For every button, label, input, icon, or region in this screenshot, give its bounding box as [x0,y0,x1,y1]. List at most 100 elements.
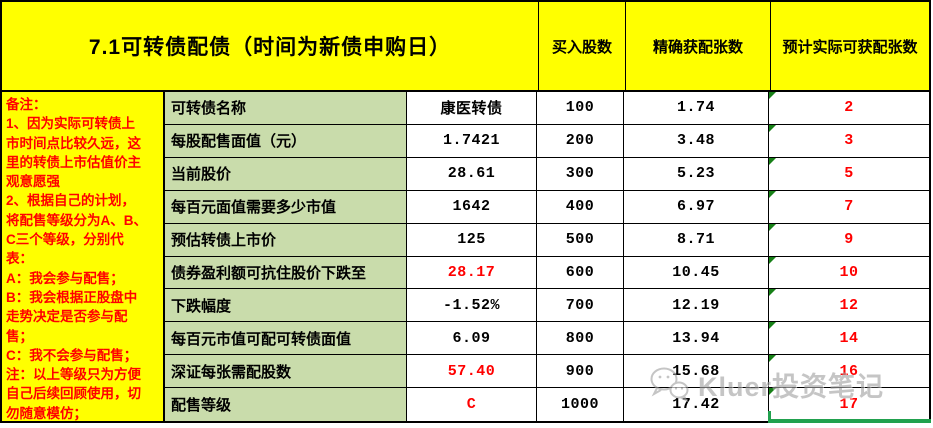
label-cell[interactable]: 配售等级 [165,388,407,422]
table-row: 每股配售面值（元） 1.7421 200 3.48 3 [165,124,929,158]
label-cell[interactable]: 每股配售面值（元） [165,124,407,158]
estimated-allocation-cell[interactable]: 17 [768,388,931,424]
precise-allocation-cell[interactable]: 17.42 [624,388,769,422]
value-cell[interactable]: 28.61 [407,157,537,191]
note-line: 表： [6,251,33,267]
note-line: 备注： [6,97,47,112]
value-cell[interactable]: 125 [407,223,537,257]
label-cell[interactable]: 预估转债上市价 [165,223,407,257]
table-row: 可转债名称 康医转债 100 1.74 2 [165,92,929,125]
estimated-allocation-cell[interactable]: 10 [769,256,929,290]
buy-shares-cell[interactable]: 900 [537,355,624,389]
buy-shares-cell[interactable]: 700 [537,289,624,323]
column-header-estimated-allocation[interactable]: 预计实际可获配张数 [771,2,929,92]
buy-shares-cell[interactable]: 800 [537,322,624,356]
estimated-allocation-cell[interactable]: 3 [769,124,929,158]
note-line: B：我会根据正股盘中 [6,289,138,305]
note-line: 观意愿强 [6,174,60,190]
estimated-allocation-cell[interactable]: 9 [769,223,929,257]
table-row: 下跌幅度 -1.52% 700 12.19 12 [165,289,929,323]
selection-border [768,411,931,424]
precise-allocation-cell[interactable]: 10.45 [624,256,769,290]
note-line: 市时间点比较久远，这 [6,135,141,151]
cell-flag-triangle-icon [769,388,776,396]
table-row: 每百元面值需要多少市值 1642 400 6.97 7 [165,190,929,224]
notes-cell[interactable]: 备注： 1、因为实际可转债上 市时间点比较久远，这 里的转债上市估值价主 观意愿强 2、根… [2,92,165,421]
precise-allocation-cell[interactable]: 15.68 [624,355,769,389]
column-header-precise-allocation[interactable]: 精确获配张数 [626,2,771,92]
cell-flag-triangle-icon [769,355,776,363]
label-cell[interactable]: 每百元市值可配可转债面值 [165,322,407,356]
note-line: 自己后续回顾使用，切 [6,386,141,402]
note-line: 注：以上等级只为方便 [6,367,141,383]
value-cell[interactable]: 57.40 [407,355,537,389]
label-cell[interactable]: 可转债名称 [165,92,407,125]
precise-allocation-cell[interactable]: 1.74 [624,92,769,125]
value-cell[interactable]: 1.7421 [407,124,537,158]
note-line: 售； [6,328,33,344]
cell-flag-triangle-icon [769,289,776,297]
table-row: 配售等级 C 1000 17.42 17 [165,388,931,424]
value-cell[interactable]: 6.09 [407,322,537,356]
note-line: 勿随意模仿； [6,405,87,421]
precise-allocation-cell[interactable]: 8.71 [624,223,769,257]
cell-flag-triangle-icon [769,190,776,198]
column-header-label: 买入股数 [551,38,612,56]
buy-shares-cell[interactable]: 100 [537,92,624,125]
note-line: C：我不会参与配售； [6,347,138,363]
value-cell[interactable]: 1642 [407,190,537,224]
buy-shares-cell[interactable]: 600 [537,256,624,290]
estimated-allocation-cell[interactable]: 12 [769,289,929,323]
value-cell[interactable]: 28.17 [407,256,537,290]
note-line: 里的转债上市估值价主 [6,154,141,170]
cell-flag-triangle-icon [769,157,776,165]
buy-shares-cell[interactable]: 300 [537,157,624,191]
buy-shares-cell[interactable]: 200 [537,124,624,158]
table-row: 每百元市值可配可转债面值 6.09 800 13.94 14 [165,322,929,356]
estimated-allocation-cell[interactable]: 14 [769,322,929,356]
estimated-allocation-cell[interactable]: 16 [769,355,929,389]
precise-allocation-cell[interactable]: 13.94 [624,322,769,356]
note-line: C三个等级，分别代 [6,232,124,248]
value-cell[interactable]: -1.52% [407,289,537,323]
buy-shares-cell[interactable]: 400 [537,190,624,224]
cell-flag-triangle-icon [769,223,776,231]
column-header-label: 精确获配张数 [652,38,743,56]
precise-allocation-cell[interactable]: 12.19 [624,289,769,323]
note-line: 将配售等级分为A、B、 [6,212,147,228]
precise-allocation-cell[interactable]: 6.97 [624,190,769,224]
label-cell[interactable]: 债券盈利额可抗住股价下跌至 [165,256,407,290]
value-cell[interactable]: C [407,388,537,422]
precise-allocation-cell[interactable]: 5.23 [624,157,769,191]
table-row: 预估转债上市价 125 500 8.71 9 [165,223,929,257]
note-line: A：我会参与配售； [6,270,124,286]
table-row: 深证每张需配股数 57.40 900 15.68 16 [165,355,929,389]
cell-flag-triangle-icon [769,92,776,99]
column-header-label: 预计实际可获配张数 [782,38,918,56]
note-line: 1、因为实际可转债上 [6,116,136,132]
label-cell[interactable]: 当前股价 [165,157,407,191]
precise-allocation-cell[interactable]: 3.48 [624,124,769,158]
cell-flag-triangle-icon [769,256,776,264]
note-line: 走势决定是否参与配 [6,309,128,325]
label-cell[interactable]: 每百元面值需要多少市值 [165,190,407,224]
value-cell[interactable]: 康医转债 [407,92,537,125]
estimated-allocation-cell[interactable]: 2 [769,92,929,125]
page-title: 7.1可转债配债（时间为新债申购日） [88,36,452,59]
estimated-allocation-cell[interactable]: 7 [769,190,929,224]
table-rows: 可转债名称 康医转债 100 1.74 2 每股配售面值（元） 1.7421 200 3.48 3… [165,92,931,424]
label-cell[interactable]: 下跌幅度 [165,289,407,323]
note-line: 2、根据自己的计划， [6,193,136,209]
buy-shares-cell[interactable]: 500 [537,223,624,257]
buy-shares-cell[interactable]: 1000 [537,388,624,422]
table-row: 当前股价 28.61 300 5.23 5 [165,157,929,191]
cell-flag-triangle-icon [769,322,776,330]
estimated-allocation-cell[interactable]: 5 [769,157,929,191]
table-row: 债券盈利额可抗住股价下跌至 28.17 600 10.45 10 [165,256,929,290]
cell-flag-triangle-icon [769,124,776,132]
column-header-buy-shares[interactable]: 买入股数 [539,2,626,92]
label-cell[interactable]: 深证每张需配股数 [165,355,407,389]
section-title-cell[interactable]: 7.1可转债配债（时间为新债申购日） [2,2,539,92]
